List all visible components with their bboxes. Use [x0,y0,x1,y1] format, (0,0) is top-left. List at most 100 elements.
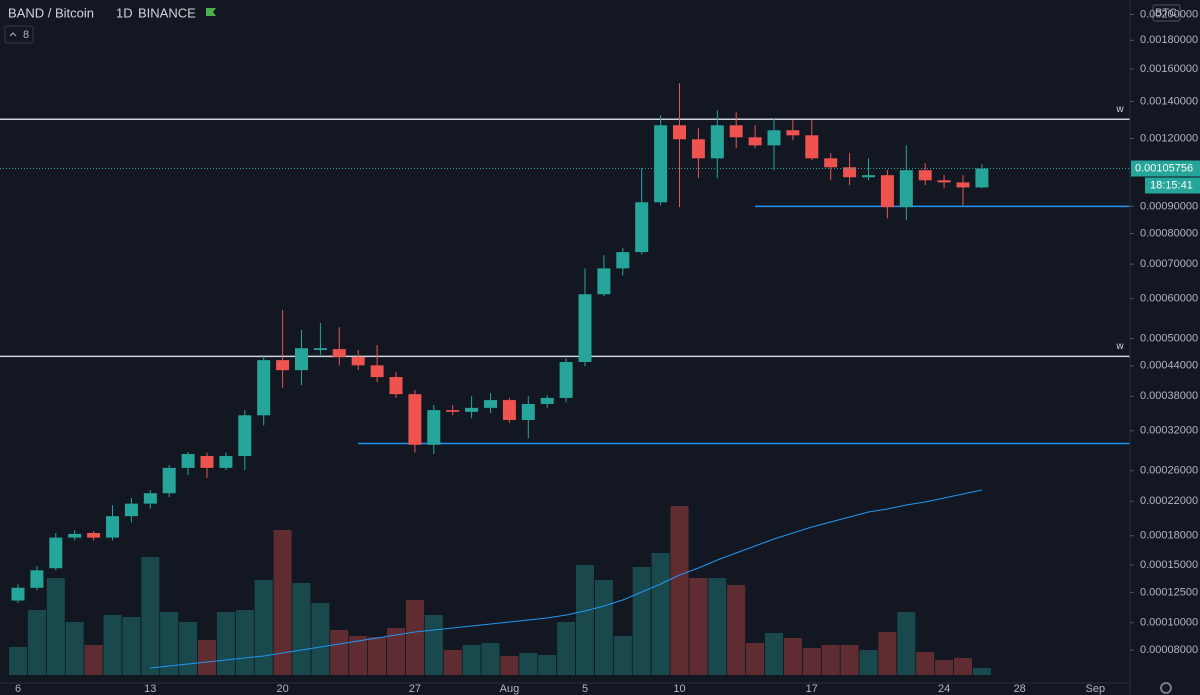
volume-bar [481,643,500,675]
volume-bar [368,637,387,675]
exchange: BINANCE [138,5,196,20]
x-tick-label: 13 [144,683,156,695]
candle-body [257,360,271,416]
symbol: BAND / Bitcoin [8,5,94,20]
candle-body [616,252,630,269]
y-tick-label: 0.00050000 [1140,332,1198,344]
candle-body [351,356,365,366]
candle-body [181,454,195,468]
candle-body [862,175,875,178]
volume-bar [897,612,916,675]
level-label: w [1115,341,1124,352]
candle-body [143,493,157,504]
last-price-box [1131,160,1200,177]
countdown: 18:15:41 [1150,179,1193,191]
candle-body [918,170,932,181]
volume-bar [916,652,935,675]
candle-body [332,349,346,357]
candle-body [635,202,649,253]
candle-body [49,537,63,569]
candle-body [11,587,25,601]
last-price-label: 0.00105756 [1135,162,1193,174]
volume-bar [802,648,821,675]
y-tick-label: 0.00010000 [1140,617,1198,629]
candle-body [484,400,497,408]
volume-bar [859,650,878,675]
x-tick-label: Aug [500,683,520,695]
settings-icon[interactable] [1160,682,1172,694]
indicator-toggle[interactable] [4,25,34,44]
volume-bar [878,632,897,675]
candle-body [559,362,573,398]
candle-body [427,410,441,445]
y-tick-label: 0.00012500 [1140,586,1198,598]
candle-body [597,268,611,295]
candle-body [68,533,82,538]
candle-body [30,570,44,588]
volume-bar [576,565,594,675]
volume-bar [519,653,538,675]
flag-icon[interactable] [206,8,216,16]
candle-body [578,294,592,363]
candle-body [710,125,724,159]
x-tick-label: Sep [1086,683,1106,695]
volume-bar [708,578,727,675]
volume-bar [179,622,198,675]
volume-bar [689,578,708,675]
candle-body [521,403,535,420]
volume-bar [594,580,613,675]
volume-bar [273,530,292,675]
volume-bar [103,615,122,675]
x-tick-label: 10 [673,683,685,695]
candle-body [389,377,403,395]
volume-bar [954,658,972,675]
y-tick-label: 0.00044000 [1140,360,1198,372]
candle-body [654,125,668,203]
volume-bar [9,647,27,675]
volume-bar [46,578,65,675]
currency-box[interactable] [1152,4,1181,22]
y-tick-label: 0.00060000 [1140,293,1198,305]
candle-body [124,503,138,517]
candle-body [937,180,951,183]
y-tick-label: 0.00120000 [1140,132,1198,144]
volume-bar [935,660,954,675]
volume-bar [216,612,235,675]
volume-bar [538,655,557,675]
volume-bar [84,645,103,675]
candle-body [446,410,460,412]
volume-bar [65,622,84,675]
volume-bar [613,636,632,675]
candle-body [691,139,705,159]
candle-body [975,168,989,188]
volume-bar [462,645,481,675]
volume-ma-line [150,489,983,669]
candle-body [673,125,686,140]
candle-body [465,407,479,412]
y-tick-label: 0.00008000 [1140,644,1198,656]
x-tick-label: 28 [1014,683,1026,695]
volume-bar [424,615,443,675]
y-tick-label: 0.00032000 [1140,425,1198,437]
candle-body [370,365,384,378]
volume-bar [840,645,859,675]
candle-body [408,394,422,445]
candle-body [899,170,913,208]
x-tick-label: 20 [276,683,288,695]
candle-body [786,130,800,136]
candle-body [238,415,252,457]
candle-body [87,532,101,538]
candle-body [295,348,308,371]
volume-bar [198,640,216,675]
candle-body [106,516,119,538]
candle-body [502,400,516,420]
candle-body [162,467,176,494]
volume-bar [557,622,576,675]
volume-bar [292,583,311,675]
candle-body [805,135,819,159]
volume-bar [651,553,670,675]
y-tick-label: 0.00018000 [1140,530,1198,542]
candle-body [824,158,838,168]
